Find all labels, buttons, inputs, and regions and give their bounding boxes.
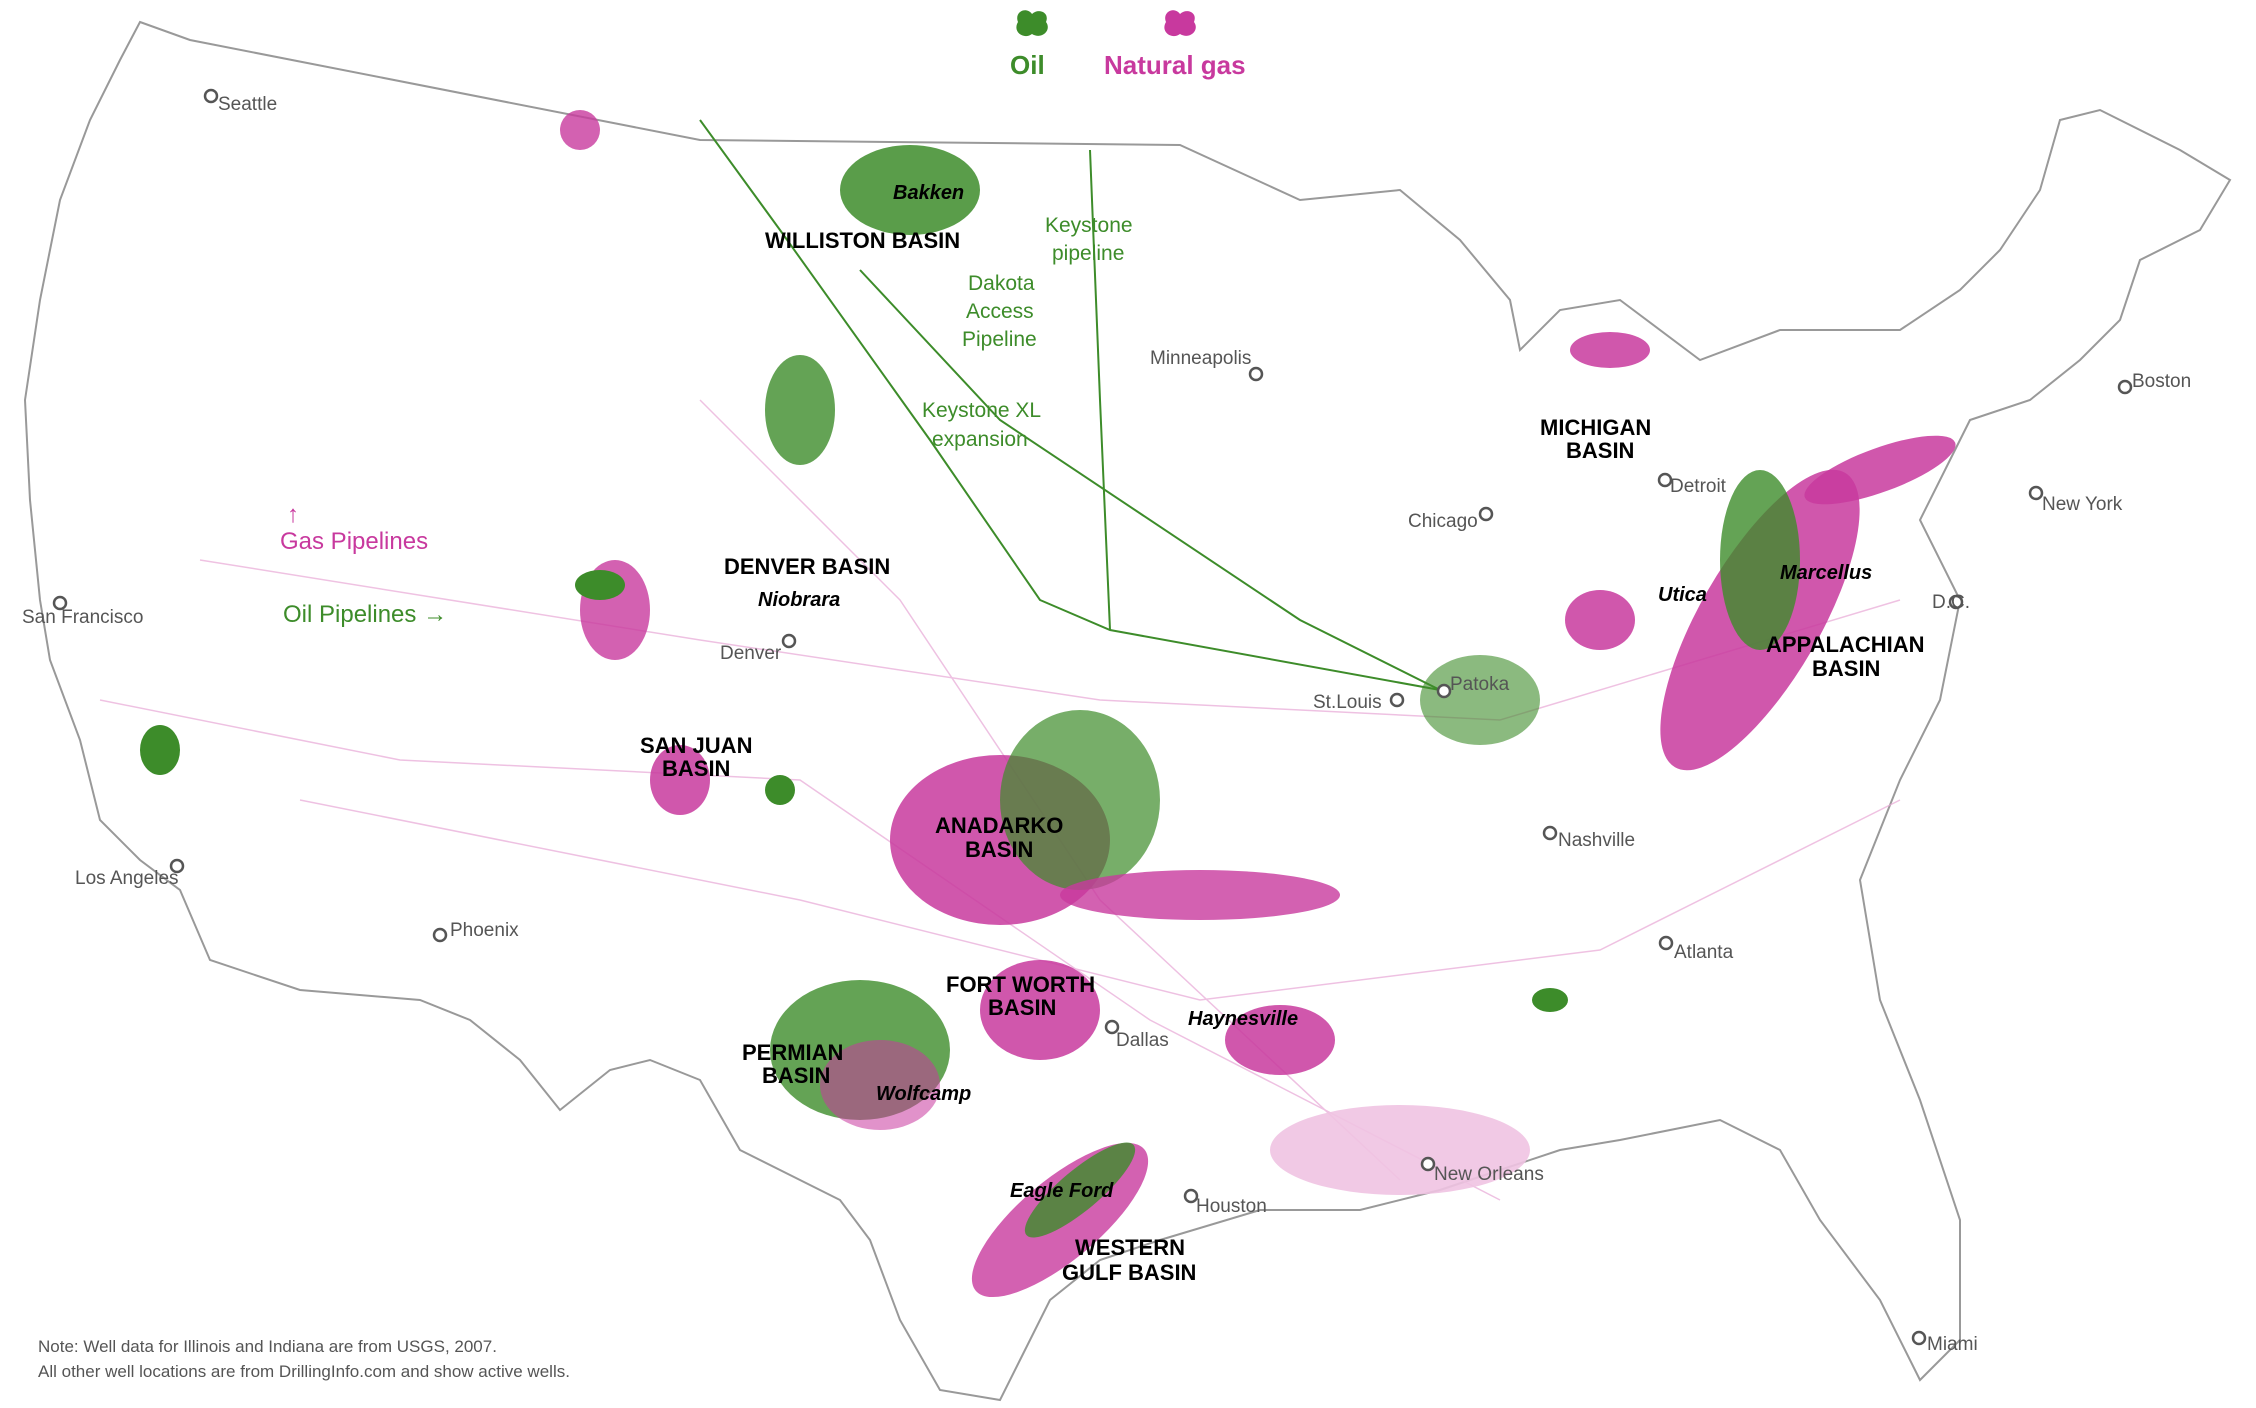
play-wolfcamp: Wolfcamp — [876, 1083, 971, 1105]
oil-pipelines-annotation: Oil Pipelines → — [283, 601, 447, 628]
keystone-label-1: Keystone — [1045, 214, 1133, 237]
oil-pipelines — [699, 119, 1441, 691]
pipeline-labels: Keystone pipeline Dakota Access Pipeline… — [922, 214, 1133, 451]
city-dallas: Dallas — [1116, 1030, 1169, 1051]
play-utica: Utica — [1658, 584, 1707, 606]
gas-pipelines-annotation: Gas Pipelines — [280, 528, 428, 555]
dakota-label-3: Pipeline — [962, 328, 1037, 351]
play-marcellus: Marcellus — [1780, 562, 1872, 584]
oil-legend-label: Oil — [1010, 50, 1045, 80]
city-houston: Houston — [1196, 1196, 1267, 1217]
gas-swatch — [1164, 10, 1196, 37]
city-seattle: Seattle — [218, 94, 277, 115]
city-dc: D.C. — [1932, 592, 1970, 613]
basin-appalachian-2: BASIN — [1812, 656, 1880, 681]
play-labels: Bakken Niobrara Wolfcamp Haynesville Eag… — [758, 182, 1872, 1202]
basin-western-gulf-1: WESTERN — [1075, 1235, 1185, 1260]
gas-legend-label: Natural gas — [1104, 50, 1246, 80]
basin-michigan-2: BASIN — [1566, 438, 1634, 463]
basin-anadarko-2: BASIN — [965, 837, 1033, 862]
dakota-label-1: Dakota — [968, 272, 1035, 295]
us-outline — [23, 20, 2232, 1402]
city-chicago: Chicago — [1408, 511, 1478, 532]
city-miami: Miami — [1927, 1334, 1978, 1355]
play-eagle-ford: Eagle Ford — [1010, 1180, 1114, 1202]
well-clusters — [140, 110, 1956, 1298]
basin-fort-worth-1: FORT WORTH — [946, 972, 1095, 997]
city-denver: Denver — [720, 643, 782, 664]
basin-san-juan-2: BASIN — [662, 756, 730, 781]
basin-permian-2: BASIN — [762, 1063, 830, 1088]
city-atlanta: Atlanta — [1674, 942, 1734, 963]
basin-fort-worth-2: BASIN — [988, 995, 1056, 1020]
play-niobrara: Niobrara — [758, 589, 840, 611]
basin-labels: WILLISTON BASIN DENVER BASIN SAN JUAN BA… — [640, 228, 1924, 1285]
dakota-label-2: Access — [966, 300, 1034, 323]
city-new-orleans: New Orleans — [1434, 1164, 1544, 1185]
note-line-2: All other well locations are from Drilli… — [38, 1362, 570, 1381]
city-patoka: Patoka — [1450, 674, 1510, 695]
basin-williston: WILLISTON BASIN — [765, 228, 960, 253]
play-bakken: Bakken — [893, 182, 964, 204]
note-line-1: Note: Well data for Illinois and Indiana… — [38, 1337, 497, 1356]
city-st-louis: St.Louis — [1313, 692, 1382, 713]
city-nashville: Nashville — [1558, 830, 1635, 851]
basin-appalachian-1: APPALACHIAN — [1766, 632, 1924, 657]
basin-permian-1: PERMIAN — [742, 1040, 843, 1065]
city-detroit: Detroit — [1670, 476, 1727, 497]
legend: Oil Natural gas — [1000, 6, 1280, 86]
basin-denver: DENVER BASIN — [724, 554, 890, 579]
gas-pipelines-arrow: ↑ — [287, 501, 299, 528]
play-haynesville: Haynesville — [1188, 1008, 1298, 1030]
keystone-xl-label-2: expansion — [932, 428, 1028, 451]
keystone-label-2: pipeline — [1052, 242, 1124, 265]
city-new-york: New York — [2042, 494, 2123, 515]
basin-western-gulf-2: GULF BASIN — [1062, 1260, 1196, 1285]
city-san-francisco: San Francisco — [22, 607, 143, 628]
city-los-angeles: Los Angeles — [75, 868, 179, 889]
keystone-xl-label-1: Keystone XL — [922, 399, 1041, 422]
basin-michigan-1: MICHIGAN — [1540, 415, 1651, 440]
oil-swatch — [1016, 10, 1048, 37]
basin-san-juan-1: SAN JUAN — [640, 733, 752, 758]
city-phoenix: Phoenix — [450, 920, 519, 941]
city-minneapolis: Minneapolis — [1150, 348, 1251, 369]
cities: Seattle San Francisco Los Angeles Phoeni… — [22, 88, 2191, 1355]
basin-anadarko-1: ANADARKO — [935, 813, 1063, 838]
city-boston: Boston — [2132, 371, 2191, 392]
